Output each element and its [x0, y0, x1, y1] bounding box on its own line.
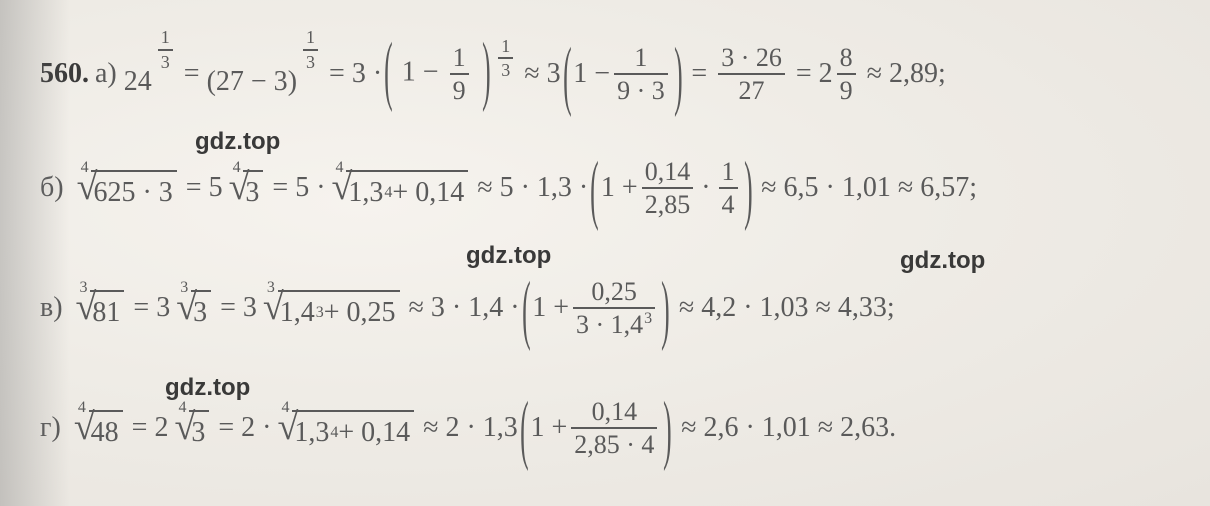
base-24: 24	[124, 68, 152, 96]
result-a: 2,89;	[889, 60, 946, 88]
label-c: в)	[40, 294, 63, 322]
root4-625x3: 4 √625 · 3	[73, 166, 177, 210]
paren-27-3-pow: (27 − 3) 13	[207, 52, 322, 96]
problem-number: 560.	[40, 60, 89, 88]
root3-81: 3 √81	[72, 286, 125, 330]
equation-row-c: в) 3 √81 = 3 3 √3 = 3 3 √1,43 + 0,25 ≈ 3…	[40, 248, 1180, 368]
root4-expr-d: 4 √1,34 + 0,14	[273, 406, 414, 450]
bigparen-1-1over9-pow: ( 1 − 19 ) 13	[382, 44, 517, 105]
root4-expr-b: 4 √1,34 + 0,14	[328, 166, 469, 210]
result-d: 2,63.	[840, 414, 896, 442]
label-a: а)	[95, 60, 117, 88]
root4-48: 4 √48	[70, 406, 123, 450]
label-d: г)	[40, 414, 61, 442]
result-b: 6,57;	[920, 174, 977, 202]
root4-3-d: 4 √3	[170, 406, 209, 450]
root4-3: 4 √3	[225, 166, 264, 210]
term-24-pow: 24 13	[124, 52, 177, 96]
label-b: б)	[40, 174, 64, 202]
mixed-8-over-9: 89	[837, 44, 856, 105]
frac-3x26-over-27: 3 · 2627	[718, 44, 785, 105]
equation-row-a: 560. а) 24 13 = (27 − 3) 13 = 3 · ( 1 − …	[40, 20, 1180, 128]
root3-expr-c: 3 √1,43 + 0,25	[259, 286, 400, 330]
result-c: 4,33;	[838, 294, 895, 322]
equation-row-b: б) 4 √625 · 3 = 5 4 √3 = 5 · 4 √1,34 + 0…	[40, 128, 1180, 248]
root3-3: 3 √3	[172, 286, 211, 330]
page: 560. а) 24 13 = (27 − 3) 13 = 3 · ( 1 − …	[0, 0, 1210, 506]
equation-row-d: г) 4 √48 = 2 4 √3 = 2 · 4 √1,34 + 0,14 ≈…	[40, 368, 1180, 488]
